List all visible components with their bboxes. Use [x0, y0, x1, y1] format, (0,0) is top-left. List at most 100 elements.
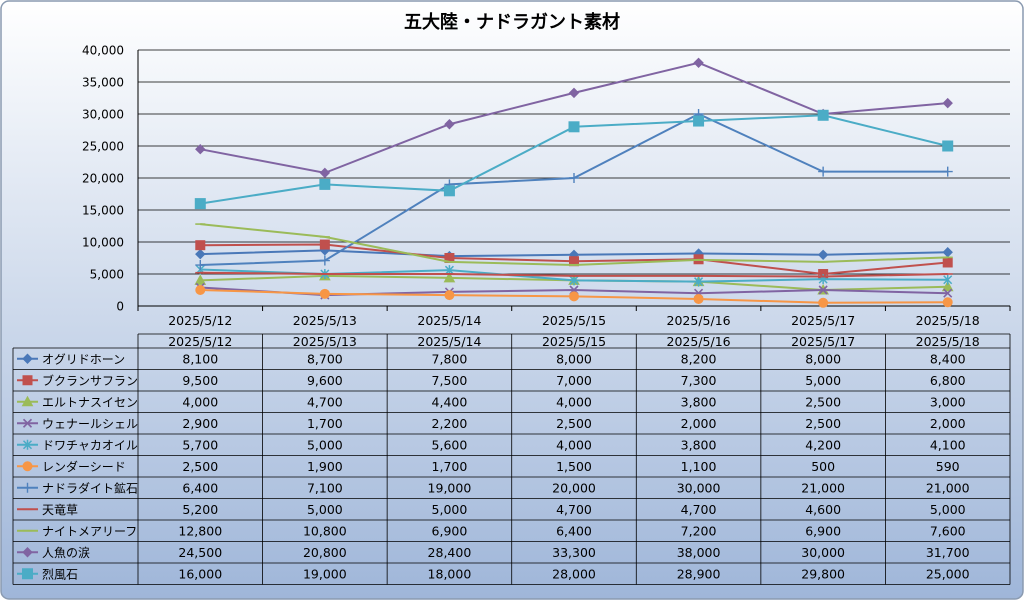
table-cell-value: 6,900 — [432, 523, 468, 538]
table-header-date: 2025/5/14 — [417, 334, 481, 349]
table-cell-value: 5,000 — [805, 373, 841, 388]
data-point-marker — [319, 239, 330, 250]
table-cell-value: 4,700 — [556, 502, 592, 517]
table-cell-value: 29,800 — [801, 566, 845, 581]
table-cell-value: 2,000 — [930, 416, 966, 431]
y-tick-label: 5,000 — [90, 268, 124, 282]
table-row-label: ナイトメアリーフ — [42, 524, 137, 538]
data-point-marker — [195, 260, 206, 271]
data-point-marker — [568, 87, 580, 99]
data-table: 2025/5/12 2025/5/13 2025/5/14 2025/5/15 2025… — [12, 333, 1011, 585]
data-point-marker — [21, 395, 34, 407]
table-cell-value: 2,200 — [432, 416, 468, 431]
table-cell-value: 5,700 — [182, 437, 218, 452]
data-point-marker — [22, 461, 33, 472]
legend-key — [17, 482, 38, 493]
table-cell-value: 4,600 — [805, 502, 841, 517]
table-cell-value: 2,500 — [805, 416, 841, 431]
x-tick-label: 2025/5/17 — [791, 313, 855, 328]
table-cell-value: 4,700 — [307, 394, 343, 409]
table-cell-value: 8,400 — [930, 351, 966, 366]
table-cell-value: 8,000 — [805, 351, 841, 366]
data-point-marker — [319, 167, 331, 179]
data-point-marker — [319, 178, 331, 190]
table-cell-value: 4,100 — [930, 437, 966, 452]
table-cell-value: 6,900 — [805, 523, 841, 538]
table-row-label: 天竜草 — [42, 503, 78, 517]
table-cell-value: 5,200 — [182, 502, 218, 517]
table-cell-value: 5,600 — [432, 437, 468, 452]
table-cell-value: 9,500 — [182, 373, 218, 388]
data-point-marker — [22, 568, 33, 580]
data-point-marker — [943, 288, 953, 298]
x-tick-label: 2025/5/13 — [293, 313, 357, 328]
series-6 — [195, 285, 953, 308]
data-point-marker — [818, 285, 828, 295]
data-point-marker — [195, 248, 206, 260]
data-point-marker — [694, 276, 704, 287]
table-cell-value: 38,000 — [677, 545, 721, 560]
table-cell-value: 19,000 — [303, 566, 347, 581]
data-point-marker — [818, 166, 829, 177]
table-cell-value: 7,300 — [681, 373, 717, 388]
table-cell-value: 6,400 — [182, 480, 218, 495]
series-7 — [195, 109, 953, 271]
table-cell-value: 10,800 — [303, 523, 347, 538]
table-cell-value: 2,500 — [805, 394, 841, 409]
x-tick-label: 2025/5/15 — [542, 313, 606, 328]
table-cell-value: 1,700 — [307, 416, 343, 431]
table-cell-value: 1,500 — [556, 459, 592, 474]
data-point-marker — [942, 166, 953, 177]
series-8 — [195, 271, 953, 278]
table-cell-value: 1,100 — [681, 459, 717, 474]
table-row-label: ナドラダイト鉱石 — [42, 480, 138, 495]
data-point-marker — [942, 140, 954, 152]
table-cell-value: 18,000 — [428, 566, 472, 581]
table-cell-value: 5,000 — [930, 502, 966, 517]
data-point-marker — [195, 143, 206, 155]
data-point-marker — [817, 249, 829, 261]
legend-key — [17, 461, 38, 472]
table-cell-value: 6,800 — [930, 373, 966, 388]
data-point-marker — [22, 353, 33, 364]
table-header-date: 2025/5/17 — [791, 334, 855, 349]
table-cell-value: 590 — [936, 459, 960, 474]
data-point-marker — [22, 439, 33, 450]
table-row-label: エルトナスイセン — [42, 395, 138, 409]
table-cell-value: 8,700 — [307, 351, 343, 366]
table-cell-value: 4,200 — [805, 437, 841, 452]
legend-key — [17, 418, 38, 428]
legend-key — [17, 547, 38, 558]
table-header-date: 2025/5/15 — [542, 334, 606, 349]
table-header-date: 2025/5/18 — [916, 334, 980, 349]
table-cell-value: 4,000 — [556, 394, 592, 409]
table-row-label: 烈風石 — [42, 567, 78, 581]
table-cell-value: 20,800 — [303, 545, 347, 560]
table-cell-value: 4,400 — [432, 394, 468, 409]
table-cell-value: 2,000 — [681, 416, 717, 431]
data-point-marker — [444, 119, 455, 130]
data-point-marker — [319, 255, 330, 266]
table-cell-value: 4,700 — [681, 502, 717, 517]
data-point-marker — [941, 280, 954, 292]
table-cell-value: 31,700 — [926, 545, 970, 560]
data-point-marker — [195, 285, 206, 295]
table-cell-value: 500 — [811, 459, 835, 474]
table-cell-value: 20,000 — [552, 480, 596, 495]
data-point-marker — [443, 185, 455, 197]
legend-key — [17, 375, 38, 386]
table-cell-value: 7,600 — [930, 523, 966, 538]
table-row-label: ブクランサフラン — [42, 373, 138, 388]
table-cell-value: 8,100 — [182, 351, 218, 366]
table-cell-value: 21,000 — [926, 480, 970, 495]
table-header-date: 2025/5/13 — [293, 334, 357, 349]
data-point-marker — [22, 375, 33, 386]
data-point-marker — [22, 418, 33, 428]
data-point-marker — [818, 297, 829, 308]
table-cell-value: 7,100 — [307, 480, 343, 495]
legend-key — [17, 568, 38, 580]
y-tick-label: 40,000 — [82, 44, 124, 58]
table-cell-value: 7,200 — [681, 523, 717, 538]
